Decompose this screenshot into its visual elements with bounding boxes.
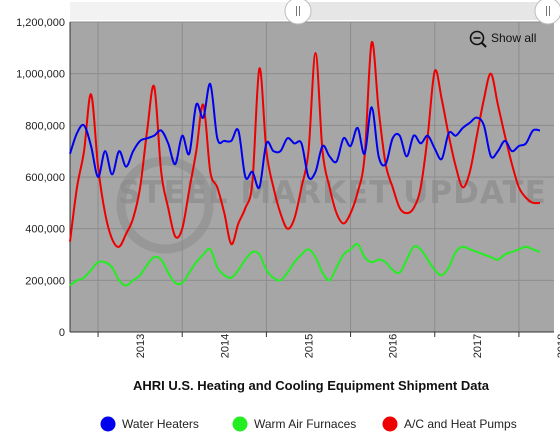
legend-item-water-heaters[interactable]: Water Heaters <box>100 416 199 432</box>
legend-item-warm-air-furnaces[interactable]: Warm Air Furnaces <box>232 416 357 432</box>
y-tick-label: 0 <box>59 327 65 339</box>
y-tick-label: 800,000 <box>25 120 65 132</box>
legend-label: A/C and Heat Pumps <box>404 417 517 431</box>
series-line-water-heaters <box>69 82 541 190</box>
navigator-mask[interactable] <box>70 2 298 20</box>
navigator-right-handle[interactable] <box>534 0 560 25</box>
y-tick-label: 200,000 <box>25 275 65 287</box>
legend-item-a-c-and-heat-pumps[interactable]: A/C and Heat Pumps <box>382 416 517 432</box>
x-tick-label: 2016 <box>388 334 400 358</box>
y-tick-label: 1,200,000 <box>16 17 65 29</box>
legend-label: Warm Air Furnaces <box>254 417 356 431</box>
show-all-button[interactable]: Show all <box>469 30 537 48</box>
y-tick-label: 1,000,000 <box>16 69 65 81</box>
x-tick-label: 2015 <box>303 334 315 358</box>
watermark-logo-icon <box>116 156 214 254</box>
x-tick-label: 2018 <box>556 334 560 358</box>
x-tick-label: 2014 <box>219 334 231 358</box>
x-tick-label: 2013 <box>135 334 147 358</box>
legend-marker <box>232 416 248 432</box>
legend-marker <box>382 416 398 432</box>
navigator-left-handle[interactable] <box>284 0 312 25</box>
series-lines <box>69 41 541 287</box>
y-axis-ticks: 0 200,000 400,000 600,000 800,000 1,000,000 1,… <box>16 17 65 339</box>
legend-label: Water Heaters <box>122 417 199 431</box>
legend-marker <box>100 416 116 432</box>
x-axis-ticks: 2013 2014 2015 2016 2017 2018 <box>97 332 560 358</box>
y-tick-label: 600,000 <box>25 172 65 184</box>
x-tick-label: 2017 <box>472 334 484 358</box>
watermark-text: STEEL MARKET UPDATE <box>118 175 547 211</box>
legend: Water Heaters Warm Air Furnaces A/C and He… <box>100 416 517 432</box>
series-line-warm-air-furnaces <box>69 242 541 287</box>
show-all-label[interactable]: Show all <box>491 31 536 45</box>
y-tick-label: 400,000 <box>25 224 65 236</box>
chart-title: AHRI U.S. Heating and Cooling Equipment … <box>133 378 490 393</box>
zoom-out-icon <box>469 30 487 48</box>
navigator[interactable] <box>70 0 560 25</box>
